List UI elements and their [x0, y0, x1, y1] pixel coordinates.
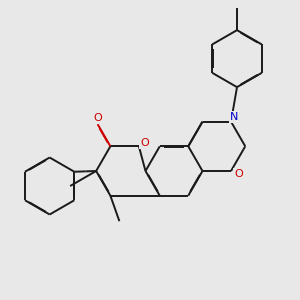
Text: N: N [230, 112, 238, 122]
Text: O: O [93, 112, 102, 123]
Text: O: O [140, 138, 149, 148]
Text: O: O [234, 169, 243, 179]
